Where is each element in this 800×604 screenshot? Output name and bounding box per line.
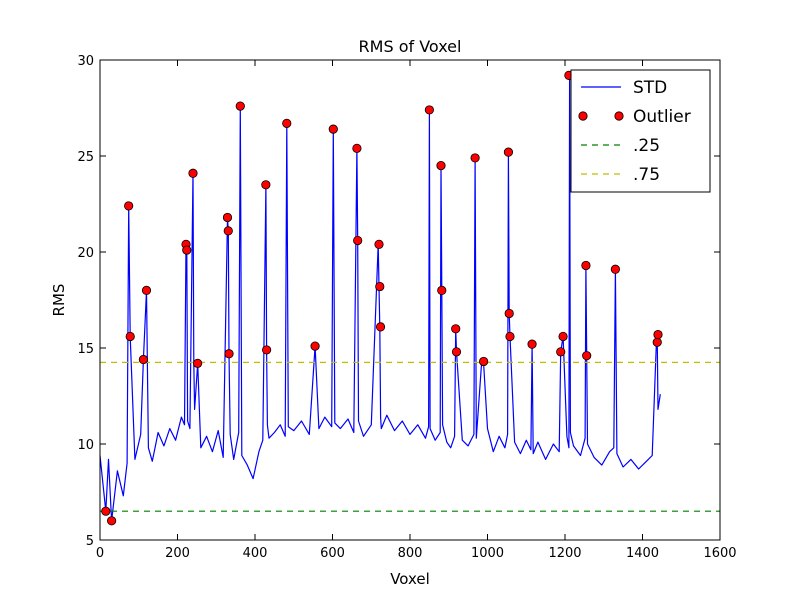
x-tick-label: 400 (243, 546, 268, 561)
legend-box (570, 69, 711, 193)
outlier-point (222, 212, 233, 223)
x-tick-label: 1600 (703, 546, 736, 561)
y-tick-label: 15 (77, 342, 94, 357)
outlier-point (352, 143, 362, 153)
outlier-point (653, 329, 663, 340)
outlier-point (141, 285, 152, 295)
x-tick-label: 0 (96, 546, 104, 561)
plot-area (99, 70, 720, 526)
outlier-point (582, 351, 592, 361)
outlier-point (188, 168, 198, 178)
axis-ticks: 0 200 400 600 800 1000 1200 1400 1600 5 10 15 20 25 30 (77, 54, 736, 561)
legend-label: .25 (633, 136, 660, 156)
outlier-point (261, 180, 271, 190)
outlier-point (470, 153, 480, 163)
outlier-point (424, 105, 434, 115)
legend-label: Outlier (633, 107, 691, 127)
outlier-point (375, 322, 386, 332)
legend-label: .75 (633, 165, 660, 185)
y-tick-label: 30 (77, 54, 94, 69)
outlier-point (527, 339, 537, 349)
x-tick-label: 200 (165, 546, 190, 561)
y-tick-label: 10 (77, 438, 94, 453)
legend-marker-outlier-right (614, 111, 624, 121)
outlier-point (581, 260, 591, 271)
outlier-point (374, 239, 384, 249)
x-tick-label: 1200 (548, 546, 581, 561)
outlier-point (479, 356, 489, 367)
x-axis-label: Voxel (390, 570, 430, 588)
outlier-point (310, 341, 320, 351)
outlier-point (107, 516, 117, 526)
y-axis-label: RMS (50, 284, 68, 317)
outlier-point (558, 331, 568, 342)
outlier-point (138, 354, 148, 365)
y-tick-label: 5 (86, 534, 94, 549)
outlier-point (610, 264, 620, 274)
outlier-point (193, 358, 203, 368)
outlier-point (451, 347, 462, 357)
outlier-point (224, 349, 234, 359)
y-tick-label: 20 (77, 246, 94, 261)
x-tick-label: 1000 (471, 546, 504, 561)
x-tick-label: 1400 (626, 546, 659, 561)
outlier-point (353, 235, 363, 246)
outlier-point (282, 118, 292, 128)
outlier-point (451, 324, 461, 334)
outlier-point (182, 245, 192, 255)
outlier-point (235, 101, 245, 111)
x-tick-label: 800 (398, 546, 423, 561)
outlier-point (262, 345, 272, 355)
x-tick-label: 600 (320, 546, 345, 561)
legend-label: STD (633, 78, 667, 98)
outlier-point (504, 308, 514, 319)
outlier-point (505, 331, 515, 342)
chart-title: RMS of Voxel (359, 37, 462, 56)
outlier-point (436, 161, 446, 171)
legend-marker-outlier-left (578, 111, 588, 121)
std-series-line (99, 74, 661, 522)
outlier-point (124, 201, 134, 211)
y-tick-label: 25 (77, 150, 94, 165)
outlier-point (652, 337, 662, 347)
outlier-point (556, 347, 566, 357)
outlier-point (328, 124, 338, 134)
outlier-point (503, 147, 514, 157)
outlier-point (375, 281, 385, 292)
outlier-point (223, 226, 233, 236)
outlier-point (125, 331, 135, 342)
outlier-point (437, 285, 447, 295)
outlier-point (101, 506, 111, 516)
legend: STD Outlier .25 .75 (570, 69, 711, 193)
